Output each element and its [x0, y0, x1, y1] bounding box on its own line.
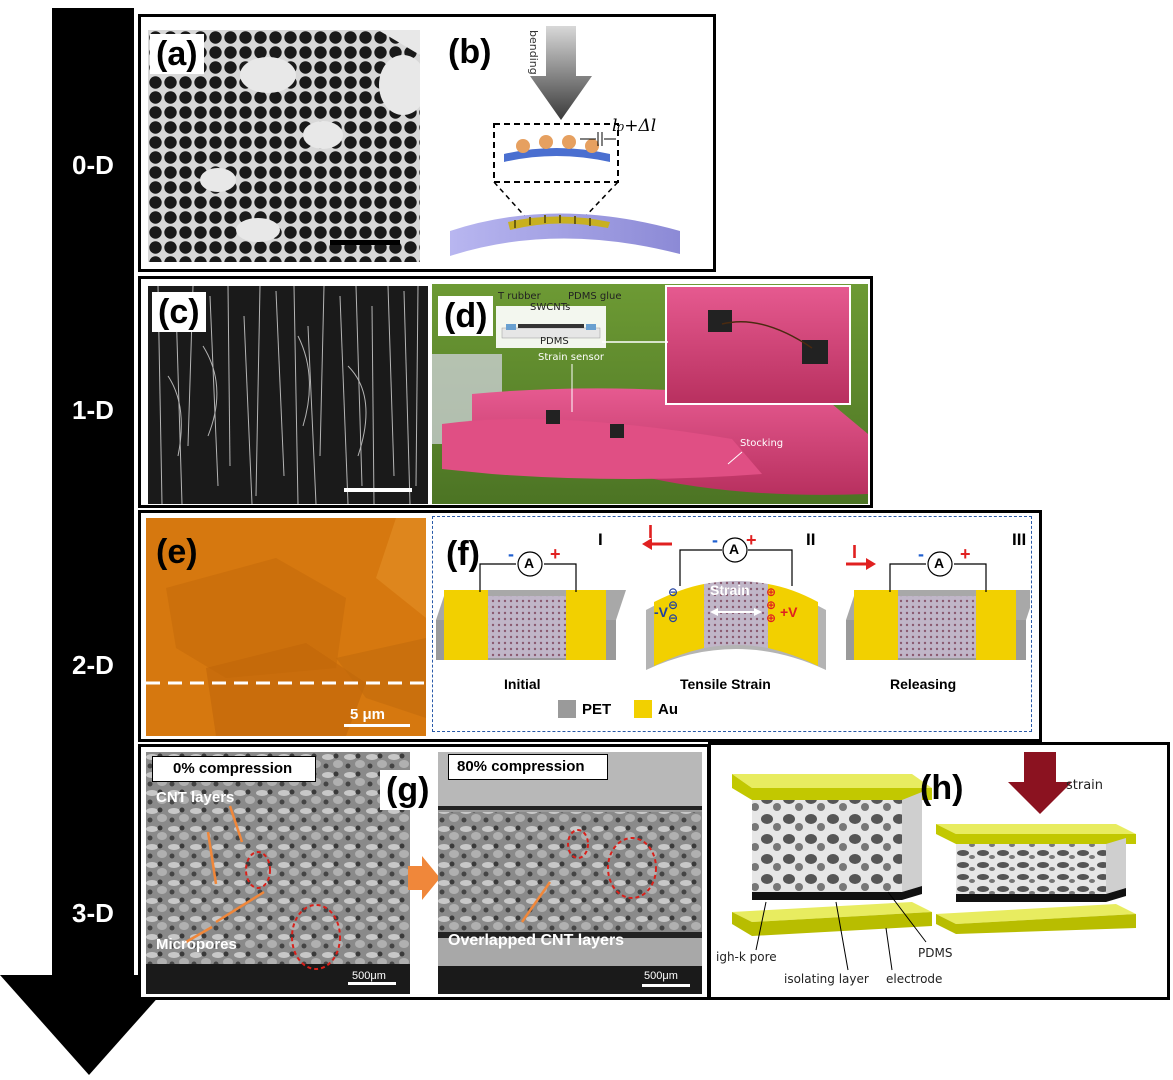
panel-label-e: (e): [156, 533, 198, 571]
dimension-arrow: [0, 8, 178, 1075]
afm-image: [146, 518, 426, 736]
stage-name-tensile: Tensile Strain: [680, 676, 771, 692]
polarity-minus-1: -: [508, 544, 514, 564]
minus-v-label: -V: [654, 604, 668, 620]
piezo-schematic-frame: [432, 516, 1032, 732]
pdms-layer-label: PDMS: [540, 336, 569, 347]
current-label-2: I: [648, 522, 654, 542]
dim-label-3d: 3-D: [72, 898, 114, 928]
electrode-label: electrode: [886, 972, 943, 986]
stocking-label: Stocking: [740, 438, 784, 449]
foam-capacitor-schematic: [732, 752, 1136, 971]
stage-name-initial: Initial: [504, 676, 541, 692]
bending-schematic: [450, 26, 680, 256]
afm-scale-label: 5 μm: [350, 706, 386, 723]
gap-length-label: l₀+Δl: [612, 116, 657, 136]
isolating-layer-label: isolating layer: [784, 972, 869, 986]
strain-sensor-label: Strain sensor: [538, 352, 604, 363]
stage-label-2: II: [806, 530, 816, 549]
polarity-plus-2: +: [746, 530, 757, 550]
overlapped-cnt-label: Overlapped CNT layers: [448, 932, 625, 949]
ammeter-3-label: A: [934, 555, 945, 571]
piezo-schematic: [436, 537, 1030, 718]
polarity-plus-3: +: [960, 544, 971, 564]
ammeter-2-label: A: [729, 541, 740, 557]
panel-label-c: (c): [152, 292, 206, 332]
polarity-plus-1: +: [550, 544, 561, 564]
plus-v-label: +V: [780, 604, 798, 620]
strain-arrow-label: strain: [1066, 778, 1104, 793]
scale-label-left: 500μm: [352, 970, 386, 982]
stocking-sensor-photo: [432, 284, 868, 504]
polarity-minus-2: -: [712, 530, 718, 550]
panel-label-h: (h): [920, 769, 964, 807]
cnt-layers-label: CNT layers: [156, 789, 235, 806]
panel-label-f: (f): [446, 535, 480, 573]
pdms-foam-label: PDMS: [918, 946, 953, 960]
panel-label-a: (a): [150, 34, 204, 74]
compression-80-header: 80% compression: [448, 754, 608, 780]
panel-label-b: (b): [448, 33, 492, 71]
sem-compressed: [438, 752, 702, 994]
ammeter-1-label: A: [524, 555, 535, 571]
stage-name-releasing: Releasing: [890, 676, 957, 692]
negative-charge-icons: ⊖ ⊖ ⊖: [668, 585, 679, 625]
legend-au-label: Au: [658, 701, 678, 718]
dim-label-1d: 1-D: [72, 395, 114, 425]
micropores-label: Micropores: [156, 936, 237, 953]
legend-pet-label: PET: [582, 701, 612, 718]
nanoparticle-micrograph: [148, 30, 420, 262]
scale-label-right: 500μm: [644, 970, 678, 982]
dim-label-0d: 0-D: [72, 150, 114, 180]
compression-0-header: 0% compression: [152, 756, 316, 782]
pdms-glue-label: PDMS glue: [568, 291, 622, 302]
positive-charge-icons: ⊕ ⊕ ⊕: [766, 585, 777, 625]
sem-uncompressed: [146, 752, 410, 994]
panel-label-d: (d): [438, 296, 494, 336]
polarity-minus-3: -: [918, 544, 924, 564]
dim-label-2d: 2-D: [72, 650, 114, 680]
strain-text: Strain: [710, 582, 750, 598]
bending-arrow-label: bending: [527, 30, 540, 75]
current-label-3: I: [852, 542, 858, 562]
rubber-label: T rubber: [498, 291, 541, 302]
panel-label-g: (g): [380, 770, 436, 810]
swcnt-label: SWCNTs: [530, 302, 571, 313]
high-k-pore-label: igh-k pore: [716, 950, 777, 964]
compression-arrow-icon: [408, 856, 440, 900]
stage-label-1: I: [598, 530, 603, 549]
stage-label-3: III: [1012, 530, 1027, 549]
